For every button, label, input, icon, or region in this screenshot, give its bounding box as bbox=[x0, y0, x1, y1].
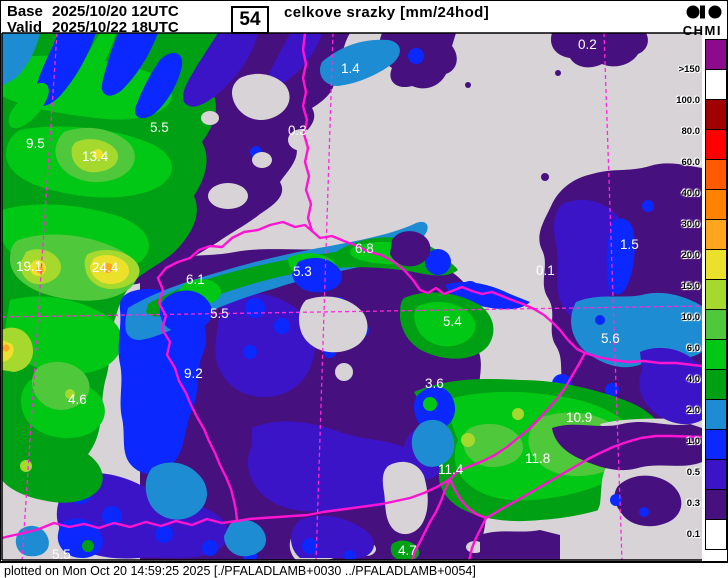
legend-tick-label: 6.0 bbox=[686, 343, 700, 354]
legend-color-box bbox=[705, 189, 727, 220]
country-borders bbox=[2, 33, 702, 560]
grid-lines bbox=[2, 33, 702, 560]
legend-color-box bbox=[705, 249, 727, 280]
base-time-label: Base bbox=[7, 3, 43, 20]
legend-tick-label: 2.0 bbox=[686, 405, 700, 416]
precip-field bbox=[2, 33, 702, 560]
legend-color-box bbox=[705, 339, 727, 370]
legend-color-box bbox=[705, 519, 727, 550]
chmi-logo: CHMI bbox=[676, 5, 722, 37]
legend-color-box bbox=[705, 69, 727, 100]
valid-time-label: Valid bbox=[7, 19, 43, 36]
base-time-value: 2025/10/20 12UTC bbox=[52, 3, 179, 20]
legend-tick-label: 80.0 bbox=[681, 126, 701, 137]
legend-color-box bbox=[705, 369, 727, 400]
legend-color-box bbox=[705, 99, 727, 130]
legend-tick-label: 0.3 bbox=[686, 498, 700, 509]
legend-color-box bbox=[705, 159, 727, 190]
legend-tick-label: 4.0 bbox=[686, 374, 700, 385]
page-title: celkove srazky [mm/24hod] bbox=[284, 4, 490, 21]
legend-color-box bbox=[705, 219, 727, 250]
legend-tick-label: 20.0 bbox=[681, 250, 701, 261]
legend-color-box bbox=[705, 489, 727, 520]
legend-tick-label: >150 bbox=[678, 64, 700, 75]
legend-tick-label: 100.0 bbox=[676, 95, 700, 106]
chmi-logo-icon bbox=[686, 5, 722, 19]
legend-color-box bbox=[705, 129, 727, 160]
forecast-step-badge: 54 bbox=[231, 6, 269, 34]
legend-tick-label: 60.0 bbox=[681, 157, 701, 168]
legend-color-box bbox=[705, 39, 727, 70]
footer-text: plotted on Mon Oct 20 14:59:25 2025 [./P… bbox=[4, 564, 476, 578]
legend-color-box bbox=[705, 399, 727, 430]
footer-bar: plotted on Mon Oct 20 14:59:25 2025 [./P… bbox=[0, 561, 728, 578]
legend-color-box bbox=[705, 309, 727, 340]
legend-tick-label: 10.0 bbox=[681, 312, 701, 323]
legend-tick-label: 15.0 bbox=[681, 281, 701, 292]
valid-time-value: 2025/10/22 18UTC bbox=[52, 19, 179, 36]
color-scale-legend bbox=[705, 39, 727, 550]
legend-color-box bbox=[705, 279, 727, 310]
legend-tick-label: 0.1 bbox=[686, 529, 700, 540]
legend-tick-label: 0.5 bbox=[686, 467, 700, 478]
legend-color-box bbox=[705, 459, 727, 490]
map-frame bbox=[1, 32, 702, 561]
legend-color-box bbox=[705, 429, 727, 460]
legend-tick-label: 1.0 bbox=[686, 436, 700, 447]
legend-tick-label: 30.0 bbox=[681, 219, 701, 230]
chmi-logo-text: CHMI bbox=[682, 23, 722, 38]
legend-tick-label: 40.0 bbox=[681, 188, 701, 199]
